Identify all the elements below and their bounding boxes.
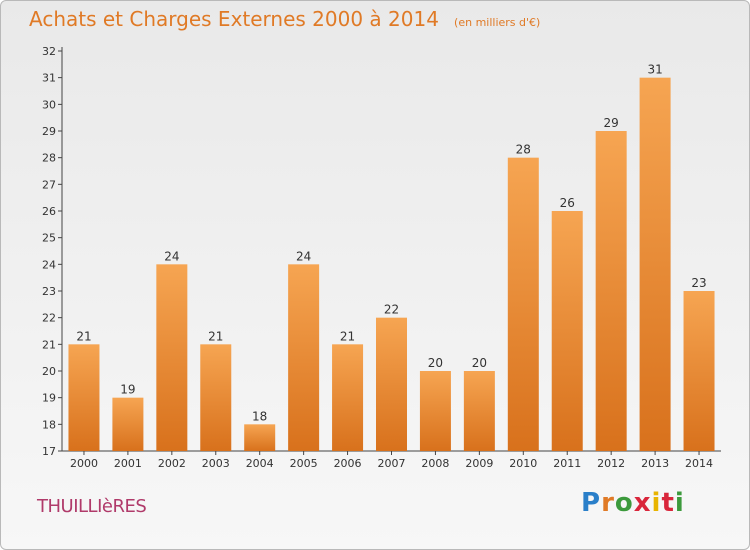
bar-2011 (551, 211, 583, 451)
y-tick-label: 20 (42, 365, 56, 378)
bar-2004 (244, 424, 276, 451)
x-tick-label-2004: 2004 (246, 457, 274, 470)
data-labels: 21 19 24 21 18 24 21 22 20 20 28 26 29 31 23 (76, 63, 706, 424)
x-tick-label-2014: 2014 (685, 457, 713, 470)
x-tick-label-2007: 2007 (378, 457, 406, 470)
bar-2009 (463, 371, 495, 451)
bar-2007 (376, 317, 407, 451)
y-tick-label: 23 (42, 285, 56, 298)
bar-2005 (288, 264, 320, 451)
logo-letter: x (633, 488, 652, 518)
x-tick-label-2003: 2003 (202, 457, 230, 470)
data-label-2009: 20 (472, 356, 487, 370)
y-tick-label: 25 (42, 232, 56, 245)
y-tick-label: 28 (42, 152, 56, 165)
data-label-2005: 24 (296, 249, 311, 263)
x-axis: 2000 2001 2002 2003 2004 2005 2006 2007 2008 2009… (62, 450, 721, 470)
title-row: Achats et Charges Externes 2000 à 2014 (… (29, 7, 540, 31)
x-tick-label-2001: 2001 (114, 457, 142, 470)
proxiti-logo: Proxiti (581, 488, 685, 518)
x-tick-label-2006: 2006 (334, 457, 362, 470)
data-label-2008: 20 (428, 356, 443, 370)
data-label-2003: 21 (208, 329, 223, 343)
data-label-2010: 28 (516, 143, 531, 157)
data-label-2004: 18 (252, 409, 267, 423)
data-label-2002: 24 (164, 249, 179, 263)
x-tick-label-2011: 2011 (553, 457, 581, 470)
data-label-2000: 21 (76, 329, 91, 343)
y-tick-label: 30 (42, 98, 56, 111)
bar-2003 (200, 344, 232, 451)
bar-2008 (419, 371, 451, 451)
x-tick-label-2008: 2008 (421, 457, 449, 470)
logo-letter: P (581, 488, 602, 518)
bar-2000 (68, 344, 100, 451)
y-tick-label: 21 (42, 338, 56, 351)
bar-2012 (595, 131, 627, 451)
bar-2002 (156, 264, 188, 451)
data-label-2006: 21 (340, 329, 355, 343)
data-label-2014: 23 (691, 276, 706, 290)
y-tick-label: 18 (42, 418, 56, 431)
logo-letter: i (674, 488, 685, 518)
x-tick-label-2009: 2009 (465, 457, 493, 470)
chart-title: Achats et Charges Externes 2000 à 2014 (29, 7, 439, 31)
y-tick-label: 26 (42, 205, 56, 218)
bar-2006 (332, 344, 364, 451)
bars (68, 77, 715, 452)
x-tick-label-2005: 2005 (290, 457, 318, 470)
data-label-2011: 26 (560, 196, 575, 210)
y-tick-label: 17 (42, 445, 56, 458)
y-tick-label: 31 (42, 72, 56, 85)
x-tick-label-2000: 2000 (70, 457, 98, 470)
logo-letter: o (614, 488, 634, 518)
logo-letter: t (661, 488, 675, 518)
x-tick-label-2012: 2012 (597, 457, 625, 470)
y-axis: 17 18 19 20 21 22 23 24 25 26 27 28 29 30 31 32 (42, 45, 63, 458)
x-tick-label-2013: 2013 (641, 457, 669, 470)
commune-name: THUILLIèRES (37, 496, 147, 517)
logo-letter: r (601, 488, 615, 518)
logo-letter: i (651, 488, 662, 518)
y-tick-label: 27 (42, 178, 56, 191)
x-tick-label-2002: 2002 (158, 457, 186, 470)
data-label-2013: 31 (647, 63, 662, 77)
bar-2010 (507, 157, 539, 451)
y-tick-label: 19 (42, 392, 56, 405)
data-label-2001: 19 (120, 383, 135, 397)
y-tick-label: 22 (42, 312, 56, 325)
chart-subtitle: (en milliers d'€) (454, 16, 541, 29)
y-tick-label: 24 (42, 258, 56, 271)
y-tick-label: 32 (42, 45, 56, 58)
y-tick-label: 29 (42, 125, 56, 138)
data-label-2012: 29 (604, 116, 619, 130)
bar-2014 (683, 291, 715, 451)
bar-2013 (639, 77, 671, 452)
data-label-2007: 22 (384, 303, 399, 317)
bar-2001 (112, 397, 144, 451)
x-tick-label-2010: 2010 (509, 457, 537, 470)
